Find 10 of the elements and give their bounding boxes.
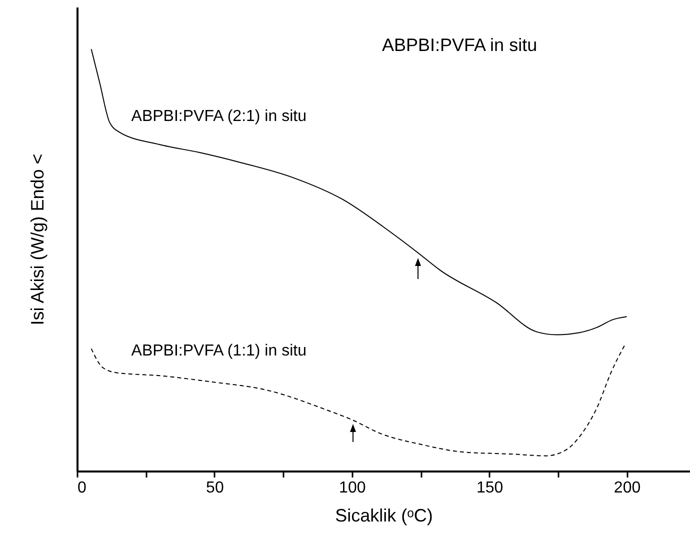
x-tick-label: 100 [339, 480, 366, 496]
series-label: ABPBI:PVFA (2:1) in situ [131, 108, 306, 126]
series-label: ABPBI:PVFA (1:1) in situ [131, 342, 306, 360]
x-tick-label: 200 [614, 480, 641, 496]
x-tick-label: 150 [476, 480, 504, 496]
x-tick-label: 0 [78, 480, 86, 496]
chart-title: ABPBI:PVFA in situ [382, 35, 538, 55]
y-axis-title: Isi Akisi (W/g) Endo < [28, 154, 48, 326]
x-axis-title: Sicaklik (ᵒC) [335, 506, 433, 526]
x-tick-label: 50 [206, 480, 224, 496]
